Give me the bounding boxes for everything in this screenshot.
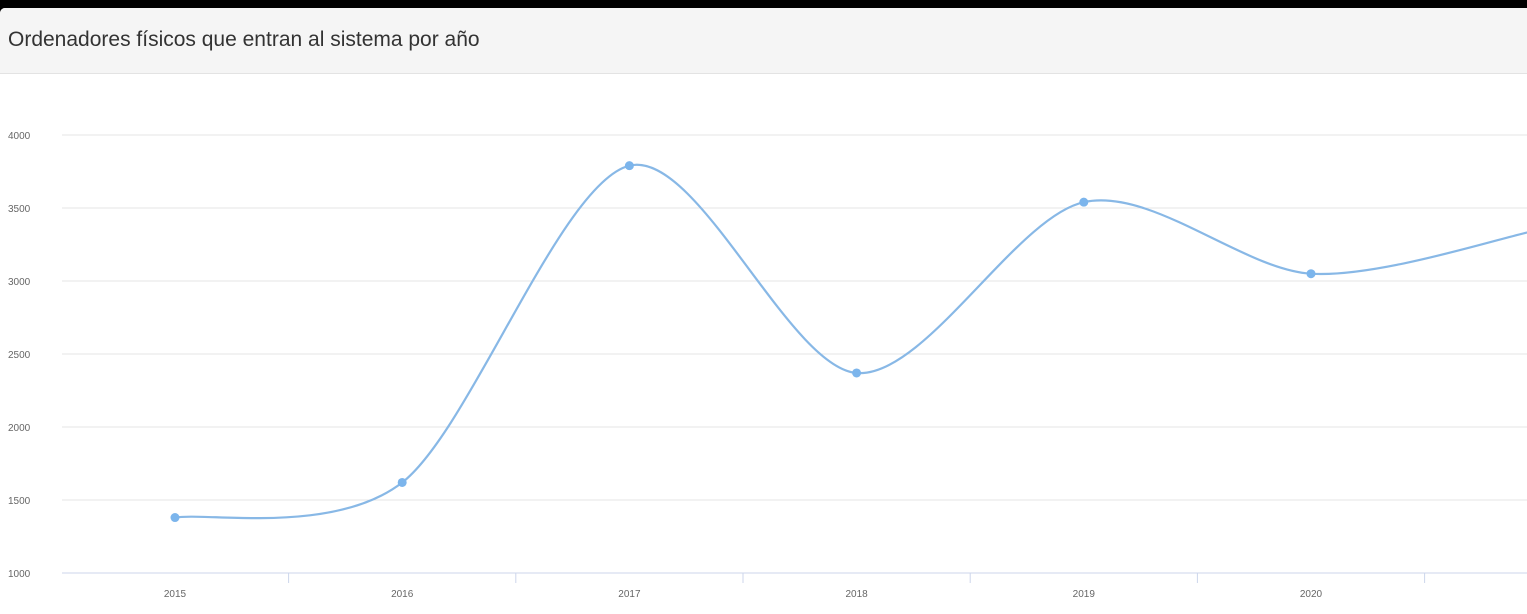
panel-header: Ordenadores físicos que entran al sistem… — [0, 8, 1527, 74]
x-tick-label: 2018 — [845, 589, 868, 600]
chart-panel: Ordenadores físicos que entran al sistem… — [0, 8, 1527, 614]
series-layer — [174, 163, 1527, 520]
y-tick-label: 3500 — [8, 204, 31, 215]
data-point-2019[interactable] — [1079, 197, 1089, 207]
data-point-2017[interactable] — [624, 161, 634, 171]
y-tick-label: 3000 — [8, 277, 31, 288]
x-tick-label: 2019 — [1073, 589, 1096, 600]
x-tick-label: 2016 — [391, 589, 414, 600]
y-gridlines — [62, 134, 1527, 501]
y-tick-label: 1000 — [8, 569, 31, 580]
x-tick-labels: 2015 2016 2017 2018 2019 2020 — [164, 589, 1323, 600]
x-tick-label: 2015 — [164, 589, 187, 600]
data-point-2020[interactable] — [1306, 269, 1316, 279]
y-tick-labels: 1000 1500 2000 2500 3000 3500 4000 — [8, 131, 31, 580]
x-axis — [62, 572, 1527, 583]
y-tick-label: 2500 — [8, 350, 31, 361]
y-tick-label: 4000 — [8, 131, 31, 142]
data-point-2018[interactable] — [852, 368, 862, 378]
data-point-2015[interactable] — [170, 513, 180, 523]
x-tick-label: 2017 — [618, 589, 641, 600]
series-line — [174, 163, 1527, 520]
data-point-2016[interactable] — [397, 477, 407, 487]
y-tick-label: 1500 — [8, 496, 31, 507]
panel-title: Ordenadores físicos que entran al sistem… — [8, 28, 480, 51]
y-tick-label: 2000 — [8, 423, 31, 434]
x-tick-label: 2020 — [1300, 589, 1323, 600]
data-points — [170, 161, 1316, 523]
